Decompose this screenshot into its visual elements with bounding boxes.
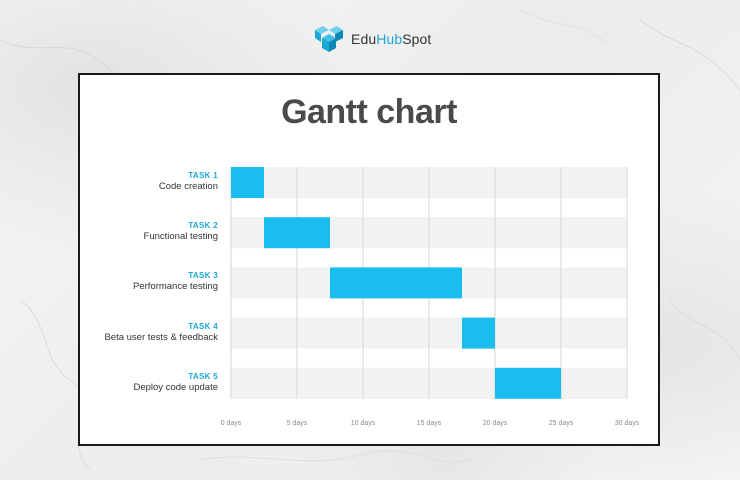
gantt-bar — [462, 317, 495, 349]
x-tick-label: 30 days — [615, 420, 640, 427]
task-label: TASK 5 Deploy code update — [80, 371, 218, 394]
task-number: TASK 2 — [188, 221, 218, 231]
task-number: TASK 1 — [188, 171, 218, 180]
task-number: TASK 4 — [188, 321, 218, 331]
x-tick-label: 20 days — [483, 420, 508, 427]
task-name: Code creation — [158, 181, 218, 192]
task-name: Beta user tests & feedback — [104, 331, 218, 343]
task-label: TASK 3 Performance testing — [80, 270, 218, 293]
x-tick-label: 10 days — [351, 420, 376, 427]
task-name: Functional testing — [143, 231, 218, 243]
task-name: Deploy code update — [133, 381, 218, 393]
gantt-bar — [495, 367, 561, 399]
task-label: TASK 4 Beta user tests & feedback — [80, 321, 218, 344]
x-tick-label: 0 days — [221, 420, 242, 427]
brand-name: EduHubSpot — [351, 31, 432, 47]
chart-title: Gantt chart — [281, 93, 457, 131]
cube-logo-icon — [315, 26, 343, 52]
task-label: TASK 2 Functional testing — [80, 220, 218, 243]
x-tick-label: 15 days — [417, 420, 442, 427]
chart-card: Gantt chart TASK 1 Code creation TASK 2 Fun… — [78, 73, 660, 446]
gantt-plot: 0 days 5 days 10 days 15 days 20 days 25 days… — [221, 167, 640, 427]
gantt-bar — [264, 217, 330, 249]
brand-logo[interactable]: EduHubSpot — [313, 24, 431, 54]
gantt-bar — [330, 267, 462, 299]
task-number: TASK 3 — [188, 271, 218, 281]
task-label: TASK 1 Code creation — [80, 170, 218, 193]
gantt-bar — [231, 167, 264, 198]
x-tick-label: 5 days — [287, 420, 308, 427]
x-tick-label: 25 days — [549, 420, 574, 427]
task-name: Performance testing — [132, 281, 218, 293]
task-number: TASK 5 — [188, 371, 218, 381]
